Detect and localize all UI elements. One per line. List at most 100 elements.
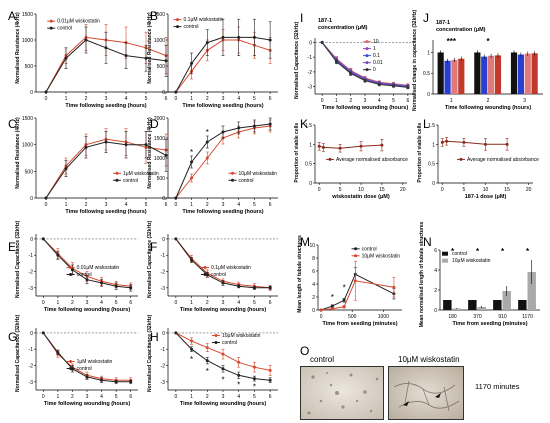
x-tick-label: 0 [320, 314, 323, 320]
panel-title: 187-1 [436, 20, 450, 26]
legend-marker [328, 157, 332, 161]
x-tick-label: 20 [400, 187, 406, 193]
legend-marker [69, 360, 73, 363]
x-axis-label: Time following wounding (hours) [322, 105, 409, 111]
y-tick-label: 1 [432, 142, 435, 148]
legend-label: 1μM wiskostatin [123, 171, 159, 177]
panel-letter: O [300, 344, 309, 358]
bar [468, 300, 477, 310]
data-point [114, 380, 118, 384]
x-tick-label: 2 [71, 394, 74, 400]
x-tick-label: 0 [174, 394, 177, 400]
x-axis-label: Time from seeding (minutes) [322, 321, 397, 327]
data-point [124, 143, 128, 147]
x-tick-label: 500 [348, 314, 357, 320]
y-axis-label: Normalised Capacitance (32kHz) [147, 314, 153, 392]
legend-label: control [123, 178, 138, 184]
legend-label: control [452, 251, 467, 257]
panel-letter: N [423, 235, 432, 249]
bar [527, 272, 536, 310]
x-tick-label: 2 [71, 300, 74, 306]
data-point [445, 139, 449, 143]
significance-star: * [526, 247, 530, 256]
y-axis-label: Normalised Resistance (4kHz) [147, 12, 153, 84]
legend-marker [115, 178, 119, 182]
y-tick-label: 10 [309, 243, 315, 249]
legend-label: 10μM wiskostatin [239, 171, 278, 177]
data-point [144, 56, 148, 60]
x-tick-label: 2 [206, 300, 209, 306]
panel-letter: A [8, 9, 16, 23]
bar [481, 56, 488, 94]
panel-title: 187-1 [318, 18, 332, 24]
x-tick-label: 1 [190, 96, 193, 102]
bar [531, 53, 538, 94]
series-1 [174, 237, 272, 290]
x-tick-label: 0 [318, 187, 321, 193]
data-point [100, 378, 104, 382]
x-tick-label: 0 [174, 202, 177, 208]
data-point [392, 84, 396, 88]
legend-label: 0.01μM wiskostatin [77, 265, 120, 271]
legend-marker [176, 18, 179, 22]
legend-marker [49, 19, 53, 23]
legend-label: 10μM wiskostatin [452, 258, 491, 264]
x-tick-label: 2 [206, 394, 209, 400]
y-tick-label: 1 [427, 50, 430, 56]
significance-star: * [476, 247, 480, 256]
x-tick-label: 3 [364, 98, 367, 104]
data-point [342, 298, 346, 302]
bar [518, 300, 527, 310]
data-point [252, 377, 256, 381]
data-point [237, 360, 241, 364]
x-tick-label: 0 [174, 96, 177, 102]
significance-star: * [221, 375, 224, 384]
x-tick-label: 6 [269, 394, 272, 400]
data-point [190, 176, 194, 180]
x-tick-label: 0 [42, 394, 45, 400]
data-point [205, 156, 209, 160]
legend-label: control [239, 178, 254, 184]
x-tick-label: 4 [125, 202, 128, 208]
data-point [41, 237, 45, 241]
data-point [221, 130, 225, 134]
x-tick-label: 0 [321, 98, 324, 104]
series-line [442, 140, 508, 145]
x-tick-label: 5 [115, 300, 118, 306]
panel-letter: M [300, 235, 310, 249]
bar [510, 52, 518, 94]
data-point [190, 61, 194, 65]
data-point [268, 378, 272, 382]
x-tick-label: 5 [115, 394, 118, 400]
data-point [85, 278, 89, 282]
panel-title: concentration (μM) [318, 25, 368, 31]
x-tick-label: 1 [335, 98, 338, 104]
x-tick-label: 5 [253, 96, 256, 102]
x-axis-label: Time following seeding (hours) [65, 209, 146, 215]
data-point [56, 253, 60, 257]
panel-letter: H [150, 330, 159, 344]
y-axis-label: Normalised Capacitance (32kHz) [294, 21, 300, 99]
legend-label: 0 [373, 67, 376, 73]
x-tick-label: 180 [448, 314, 457, 320]
data-point [56, 350, 60, 354]
y-tick-label: 1500 [154, 136, 165, 142]
x-tick-label: 4 [237, 202, 240, 208]
legend-marker [214, 333, 218, 337]
data-point [164, 59, 168, 63]
x-tick-label: 4 [100, 300, 103, 306]
y-tick-label: 500 [25, 169, 34, 175]
panel-letter: E [8, 240, 16, 254]
legend-marker [365, 68, 369, 72]
data-point [392, 285, 396, 289]
legend-marker [365, 40, 369, 44]
data-point [268, 368, 272, 372]
data-point [252, 365, 256, 369]
data-point [205, 346, 209, 350]
data-point [104, 46, 108, 50]
y-axis-label: Normalised Capacitance (32kHz) [147, 220, 153, 298]
panel-e: E 0 -1 -2 -3 Normalised Capacitance (32kHz) Ti… [8, 220, 138, 313]
y-tick-label: 6 [312, 269, 315, 275]
x-tick-label: 2 [487, 98, 490, 104]
